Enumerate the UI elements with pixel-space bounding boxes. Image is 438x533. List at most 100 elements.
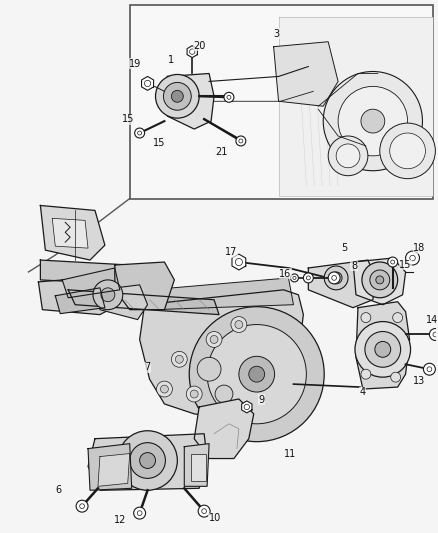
Polygon shape bbox=[273, 42, 337, 106]
Text: 12: 12 bbox=[113, 515, 126, 525]
Circle shape bbox=[405, 251, 419, 265]
Text: 17: 17 bbox=[224, 247, 237, 257]
Circle shape bbox=[328, 136, 367, 176]
Circle shape bbox=[423, 364, 434, 375]
Polygon shape bbox=[278, 17, 432, 196]
Circle shape bbox=[390, 260, 394, 264]
Polygon shape bbox=[167, 74, 214, 129]
Circle shape bbox=[234, 320, 242, 328]
Circle shape bbox=[134, 507, 145, 519]
Circle shape bbox=[137, 511, 141, 515]
Circle shape bbox=[392, 313, 402, 322]
Circle shape bbox=[155, 75, 199, 118]
Circle shape bbox=[206, 332, 222, 348]
Text: 9: 9 bbox=[258, 395, 264, 405]
Polygon shape bbox=[307, 260, 375, 308]
Text: 14: 14 bbox=[425, 314, 438, 325]
Polygon shape bbox=[141, 76, 153, 91]
Text: 15: 15 bbox=[153, 138, 165, 148]
Polygon shape bbox=[40, 205, 105, 260]
Text: 15: 15 bbox=[399, 260, 411, 270]
Polygon shape bbox=[194, 399, 253, 458]
Circle shape bbox=[163, 83, 191, 110]
Circle shape bbox=[235, 259, 242, 265]
Circle shape bbox=[101, 288, 115, 302]
Circle shape bbox=[93, 280, 123, 310]
Text: 10: 10 bbox=[208, 513, 221, 523]
Text: 6: 6 bbox=[55, 485, 61, 495]
Circle shape bbox=[360, 313, 370, 322]
Circle shape bbox=[190, 390, 198, 398]
Circle shape bbox=[215, 385, 233, 403]
Circle shape bbox=[198, 505, 210, 517]
Circle shape bbox=[360, 109, 384, 133]
Circle shape bbox=[223, 92, 233, 102]
Circle shape bbox=[156, 381, 172, 397]
Circle shape bbox=[244, 404, 249, 409]
Circle shape bbox=[360, 369, 370, 379]
Circle shape bbox=[197, 357, 220, 381]
Circle shape bbox=[76, 500, 88, 512]
Circle shape bbox=[230, 317, 246, 333]
Polygon shape bbox=[149, 278, 293, 310]
Text: 19: 19 bbox=[128, 59, 141, 69]
Circle shape bbox=[189, 49, 194, 54]
Circle shape bbox=[129, 442, 165, 479]
Polygon shape bbox=[68, 290, 219, 314]
Polygon shape bbox=[40, 260, 134, 285]
Circle shape bbox=[290, 274, 298, 282]
Text: 3: 3 bbox=[273, 29, 279, 39]
Circle shape bbox=[387, 257, 397, 267]
Polygon shape bbox=[231, 254, 245, 270]
Text: 11: 11 bbox=[284, 449, 296, 458]
Polygon shape bbox=[352, 258, 405, 305]
Polygon shape bbox=[55, 288, 105, 313]
Circle shape bbox=[138, 131, 141, 135]
Circle shape bbox=[144, 80, 150, 86]
Circle shape bbox=[364, 332, 400, 367]
Circle shape bbox=[390, 372, 400, 382]
Circle shape bbox=[369, 270, 389, 290]
Text: 15: 15 bbox=[121, 114, 134, 124]
Circle shape bbox=[248, 366, 264, 382]
Circle shape bbox=[171, 91, 183, 102]
Circle shape bbox=[238, 139, 242, 143]
Polygon shape bbox=[52, 219, 88, 248]
Text: 20: 20 bbox=[193, 41, 205, 51]
Circle shape bbox=[303, 273, 313, 283]
Text: 13: 13 bbox=[413, 376, 425, 386]
Circle shape bbox=[306, 276, 310, 280]
Polygon shape bbox=[62, 268, 120, 298]
Circle shape bbox=[379, 123, 434, 179]
Polygon shape bbox=[355, 302, 409, 389]
Circle shape bbox=[322, 71, 421, 171]
Circle shape bbox=[117, 431, 177, 490]
Circle shape bbox=[201, 508, 206, 513]
Circle shape bbox=[428, 328, 438, 341]
Circle shape bbox=[210, 335, 218, 343]
Text: 16: 16 bbox=[279, 269, 291, 279]
Polygon shape bbox=[187, 46, 197, 58]
Polygon shape bbox=[241, 401, 251, 413]
Bar bbox=[129, 5, 432, 198]
Circle shape bbox=[328, 272, 339, 284]
Circle shape bbox=[389, 133, 424, 169]
Circle shape bbox=[409, 255, 414, 261]
Circle shape bbox=[235, 136, 245, 146]
Polygon shape bbox=[100, 285, 147, 320]
Circle shape bbox=[207, 325, 306, 424]
Polygon shape bbox=[38, 275, 127, 314]
Text: 1: 1 bbox=[168, 54, 174, 64]
Text: 18: 18 bbox=[413, 243, 425, 253]
Circle shape bbox=[292, 276, 295, 279]
Polygon shape bbox=[139, 290, 303, 424]
Circle shape bbox=[432, 332, 437, 337]
Text: 21: 21 bbox=[214, 147, 227, 157]
Text: 8: 8 bbox=[350, 261, 356, 271]
Circle shape bbox=[186, 386, 201, 402]
Polygon shape bbox=[98, 454, 129, 486]
Circle shape bbox=[331, 276, 336, 280]
Circle shape bbox=[238, 357, 274, 392]
Circle shape bbox=[329, 272, 341, 284]
Circle shape bbox=[336, 144, 359, 168]
